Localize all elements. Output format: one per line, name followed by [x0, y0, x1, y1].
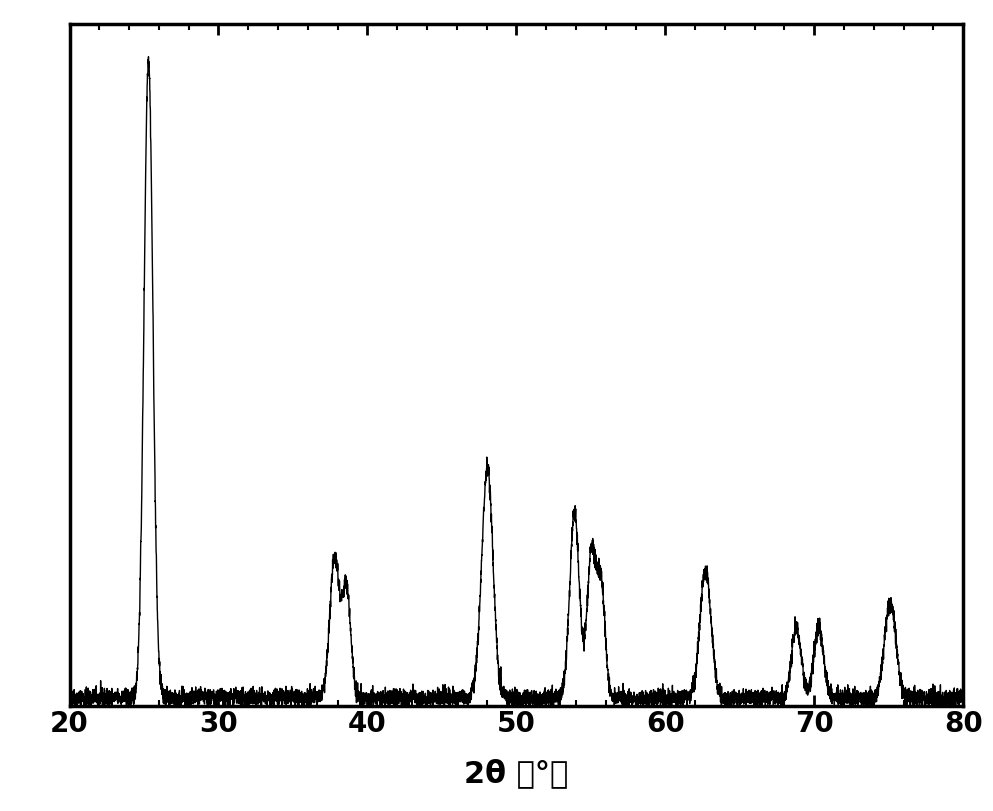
- X-axis label: 2θ （°）: 2θ （°）: [465, 757, 568, 787]
